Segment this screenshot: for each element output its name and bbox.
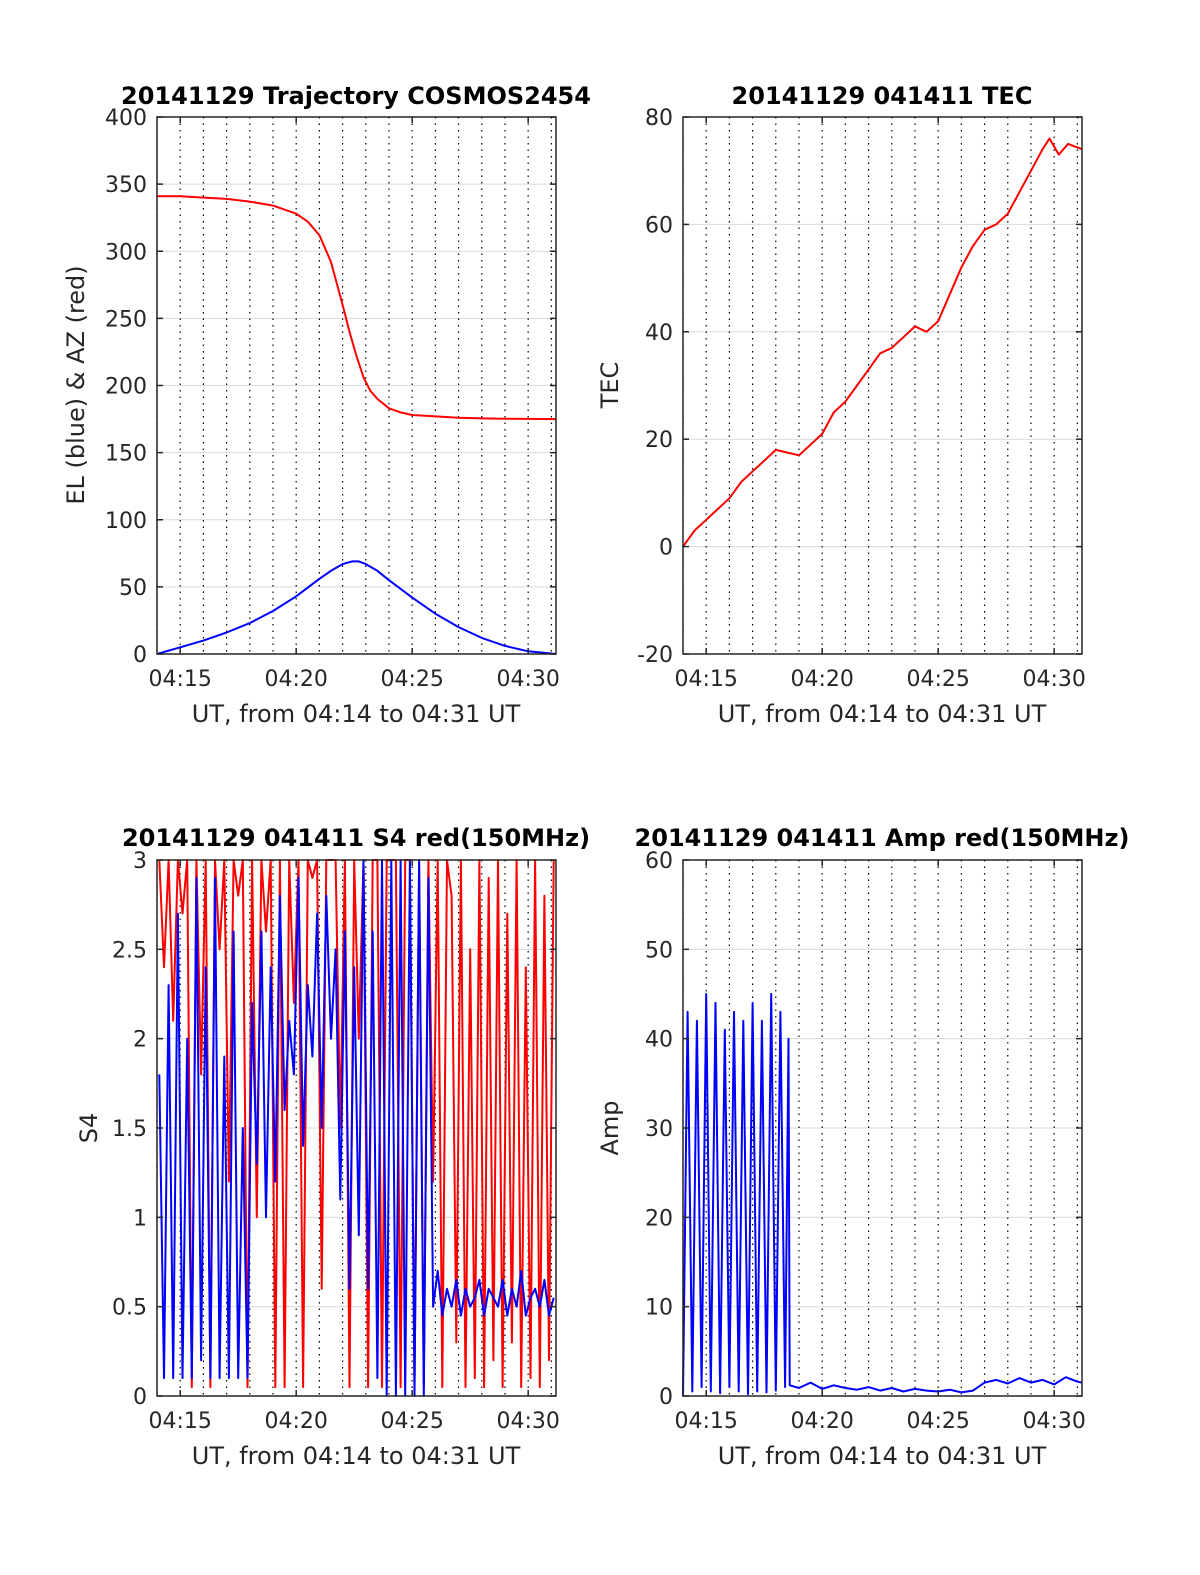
s4-xtick-label-1: 04:20 (264, 1409, 327, 1434)
amp-xlabel: UT, from 04:14 to 04:31 UT (718, 1442, 1047, 1470)
tec-xtick-label-1: 04:20 (790, 667, 853, 692)
trajectory-ticks: 04:15 04:20 04:25 04:30 0 50 100 150 200 250 300 35… (105, 106, 560, 692)
trajectory-ytick-label-8: 400 (105, 106, 147, 131)
tec-xtick-label-3: 04:30 (1022, 667, 1085, 692)
tec-series-line-0 (682, 137, 1083, 548)
s4-xtick-label-3: 04:30 (496, 1409, 559, 1434)
tec-ytick-label-2: 20 (645, 428, 673, 453)
s4-ytick-label-4: 2 (133, 1028, 147, 1053)
s4-ticks: 04:15 04:20 04:25 04:30 0 0.5 1 1.5 2 2.5 3 (112, 849, 560, 1434)
trajectory-ytick-label-3: 150 (105, 442, 147, 467)
tec-xtick-label-2: 04:25 (906, 667, 969, 692)
s4-ytick-label-3: 1.5 (112, 1117, 147, 1142)
amp-series-line-0 (682, 993, 1083, 1397)
amp-ytick-label-1: 10 (645, 1296, 673, 1321)
tec-ytick-label-1: 0 (659, 536, 673, 561)
trajectory-xtick-label-2: 04:25 (380, 667, 443, 692)
s4-ylabel: S4 (75, 1113, 103, 1144)
trajectory-series (156, 195, 557, 655)
tec-ytick-label-4: 60 (645, 213, 673, 238)
amp-ytick-label-6: 60 (645, 849, 673, 874)
s4-series (158, 859, 555, 1397)
trajectory-panel: 04:15 04:20 04:25 04:30 0 50 100 150 200 250 300 35… (62, 82, 591, 728)
trajectory-ytick-label-7: 350 (105, 173, 147, 198)
amp-xtick-label-0: 04:15 (674, 1409, 737, 1434)
tec-ticks: 04:15 04:20 04:25 04:30 -20 0 20 40 60 80 (637, 106, 1086, 692)
tec-ylabel: TEC (596, 362, 624, 410)
amp-ytick-label-2: 20 (645, 1206, 673, 1231)
trajectory-title: 20141129 Trajectory COSMOS2454 (121, 82, 591, 110)
s4-series-line-0 (158, 859, 555, 1389)
amp-ytick-label-0: 0 (659, 1385, 673, 1410)
s4-ytick-label-6: 3 (133, 849, 147, 874)
s4-ytick-label-0: 0 (133, 1385, 147, 1410)
s4-xlabel: UT, from 04:14 to 04:31 UT (192, 1442, 521, 1470)
amp-ytick-label-4: 40 (645, 1028, 673, 1053)
trajectory-ytick-label-5: 250 (105, 307, 147, 332)
trajectory-xlabel: UT, from 04:14 to 04:31 UT (192, 700, 521, 728)
amp-ytick-label-3: 30 (645, 1117, 673, 1142)
trajectory-xtick-label-3: 04:30 (496, 667, 559, 692)
amp-panel: 04:15 04:20 04:25 04:30 0 10 20 30 40 50 60 201411… (596, 824, 1129, 1470)
amp-ylabel: Amp (596, 1100, 624, 1155)
trajectory-series-line-1 (156, 560, 557, 655)
s4-series-line-1 (158, 859, 555, 1397)
s4-panel: 04:15 04:20 04:25 04:30 0 0.5 1 1.5 2 2.5 3 201411… (75, 824, 590, 1470)
trajectory-ytick-label-0: 0 (133, 643, 147, 668)
s4-xtick-label-0: 04:15 (148, 1409, 211, 1434)
s4-xtick-label-2: 04:25 (380, 1409, 443, 1434)
s4-title: 20141129 041411 S4 red(150MHz) (122, 824, 590, 852)
amp-xtick-label-1: 04:20 (790, 1409, 853, 1434)
amp-ticks: 04:15 04:20 04:25 04:30 0 10 20 30 40 50 60 (645, 849, 1086, 1434)
amp-series (682, 993, 1083, 1397)
tec-xtick-label-0: 04:15 (674, 667, 737, 692)
trajectory-ylabel: EL (blue) & AZ (red) (62, 265, 90, 504)
amp-xtick-label-3: 04:30 (1022, 1409, 1085, 1434)
trajectory-ytick-label-6: 300 (105, 240, 147, 265)
tec-xlabel: UT, from 04:14 to 04:31 UT (718, 700, 1047, 728)
tec-ytick-label-5: 80 (645, 106, 673, 131)
trajectory-xtick-label-0: 04:15 (148, 667, 211, 692)
tec-ytick-label-3: 40 (645, 321, 673, 346)
trajectory-ytick-label-1: 50 (119, 576, 147, 601)
trajectory-ytick-label-4: 200 (105, 375, 147, 400)
amp-xtick-label-2: 04:25 (906, 1409, 969, 1434)
tec-ytick-label-0: -20 (637, 643, 673, 668)
amp-title: 20141129 041411 Amp red(150MHz) (635, 824, 1130, 852)
s4-ytick-label-2: 1 (133, 1206, 147, 1231)
tec-panel: 04:15 04:20 04:25 04:30 -20 0 20 40 60 80 2014112… (596, 82, 1086, 728)
tec-series (682, 137, 1083, 548)
amp-ytick-label-5: 50 (645, 938, 673, 963)
trajectory-xtick-label-1: 04:20 (264, 667, 327, 692)
trajectory-series-line-0 (157, 195, 557, 421)
tec-axes-box (682, 116, 1083, 655)
trajectory-ytick-label-2: 100 (105, 509, 147, 534)
s4-ytick-label-1: 0.5 (112, 1296, 147, 1321)
tec-title: 20141129 041411 TEC (732, 82, 1033, 110)
s4-ytick-label-5: 2.5 (112, 938, 147, 963)
